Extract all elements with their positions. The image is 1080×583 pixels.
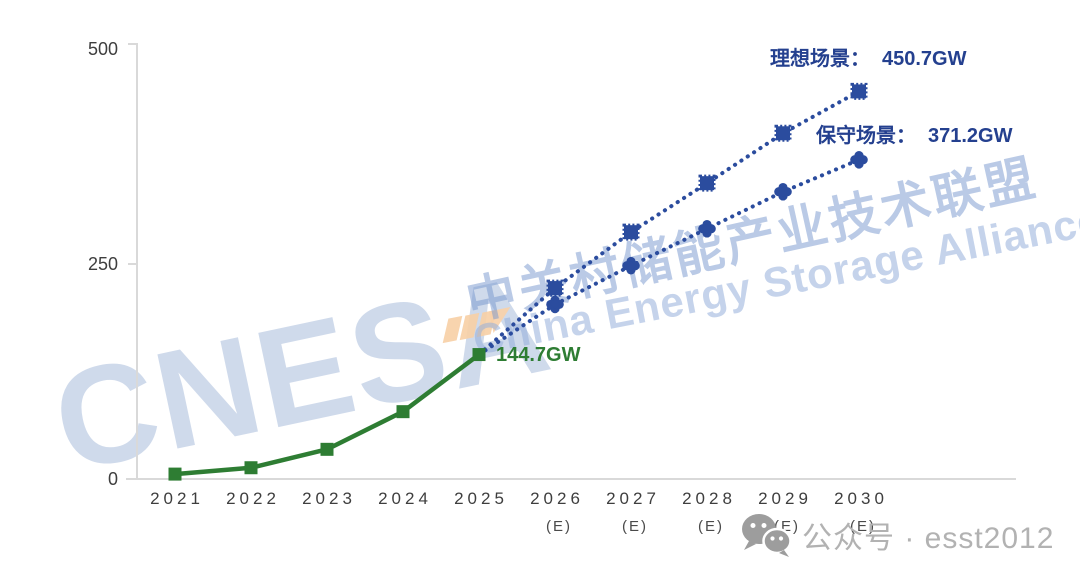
marker-ideal xyxy=(774,124,792,142)
y-tick-label: 500 xyxy=(88,39,118,59)
series-line-conservative xyxy=(477,157,861,357)
marker-ideal xyxy=(850,82,868,100)
wechat-account-label: 公众号 · esst2012 xyxy=(802,522,1055,555)
y-axis xyxy=(128,43,138,479)
marker-conservative xyxy=(850,150,868,169)
annotation-current: 144.7GW xyxy=(496,344,581,366)
y-tick-label: 250 xyxy=(88,254,118,274)
x-tick-label: 2026 xyxy=(530,489,584,508)
x-tick-label: 2025 xyxy=(454,489,508,508)
marker-actual xyxy=(472,348,486,362)
x-tick-label: 2029 xyxy=(758,489,812,508)
annotation-conservative: 保守场景： 371.2GW xyxy=(815,123,1013,147)
y-tick-label: 0 xyxy=(108,469,118,489)
wechat-badge: 公众号 · esst2012 xyxy=(738,512,1054,558)
annotation-ideal: 理想场景： 450.7GW xyxy=(770,47,967,70)
x-tick-estimate-label: (E) xyxy=(546,518,572,535)
x-tick-label: 2021 xyxy=(150,489,204,508)
x-tick-label: 2024 xyxy=(378,489,432,508)
marker-actual xyxy=(244,461,258,475)
series-line-ideal xyxy=(477,89,861,357)
x-tick-label: 2022 xyxy=(226,489,280,508)
marker-ideal xyxy=(622,223,640,241)
x-tick-label: 2023 xyxy=(302,489,356,508)
marker-conservative xyxy=(622,256,640,275)
marker-ideal xyxy=(546,279,564,297)
x-tick-label: 2028 xyxy=(682,489,736,508)
marker-actual xyxy=(320,442,334,456)
marker-actual xyxy=(396,405,410,419)
x-tick-estimate-label: (E) xyxy=(850,518,876,535)
marker-conservative xyxy=(546,295,564,314)
series-line-actual xyxy=(174,352,481,477)
x-tick-label: 2030 xyxy=(834,489,888,508)
x-tick-label: 2027 xyxy=(606,489,660,508)
marker-conservative xyxy=(774,182,792,201)
marker-actual xyxy=(168,467,182,481)
x-tick-estimate-label: (E) xyxy=(698,518,724,535)
x-tick-estimate-label: (E) xyxy=(622,518,648,535)
marker-conservative xyxy=(698,219,716,238)
wechat-icon xyxy=(742,514,792,557)
marker-ideal xyxy=(698,174,716,192)
